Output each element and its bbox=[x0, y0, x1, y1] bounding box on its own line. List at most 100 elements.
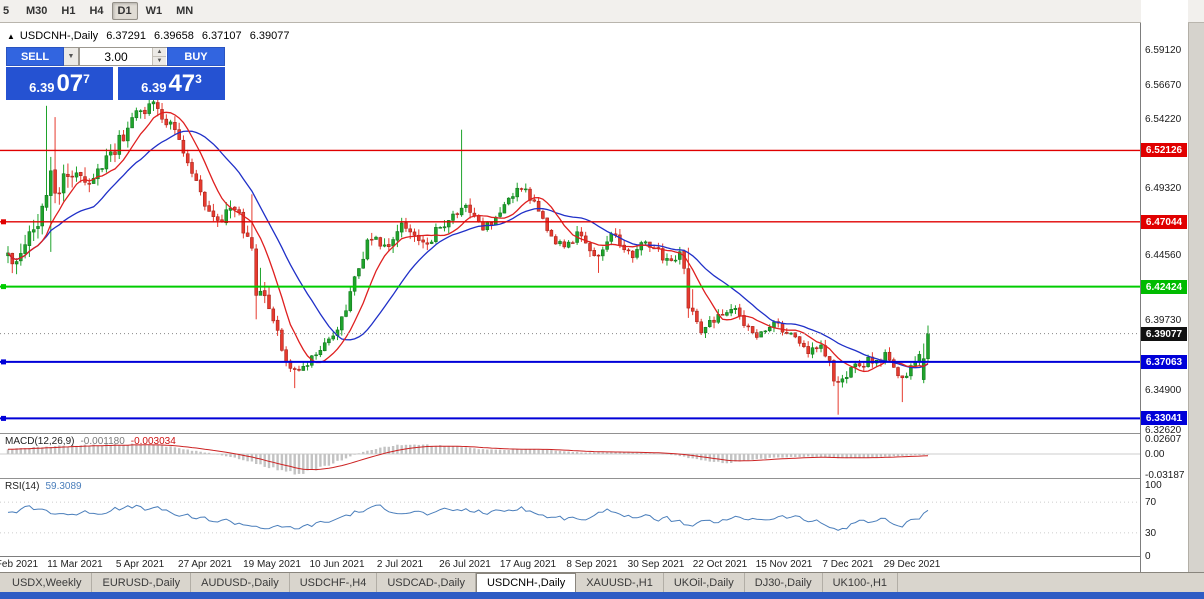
timeframe-toolbar: 5 M30 H1 H4 D1 W1 MN bbox=[0, 0, 1204, 23]
rsi-chart[interactable] bbox=[0, 479, 1140, 556]
chart-tab-usdx-weekly[interactable]: USDX,Weekly bbox=[2, 573, 93, 592]
chart-symbol-label: USDCNH-,Daily bbox=[19, 30, 99, 42]
date-label: 7 Dec 2021 bbox=[822, 559, 874, 570]
ohlc-high: 6.39658 bbox=[154, 30, 194, 42]
price-tick-label: 6.54220 bbox=[1145, 114, 1182, 125]
ohlc-open: 6.37291 bbox=[106, 30, 146, 42]
timeframe-button-w1[interactable]: W1 bbox=[145, 5, 163, 17]
timeframe-button-5[interactable]: 5 bbox=[2, 5, 10, 17]
volume-box: ▲ ▼ bbox=[79, 47, 167, 66]
axis-separator bbox=[1140, 23, 1141, 572]
macd-label: MACD(12,26,9) -0.001180 -0.003034 bbox=[5, 436, 182, 447]
chevron-down-icon: ▼ bbox=[67, 53, 75, 60]
one-click-trading-panel: SELL ▼ ▲ ▼ BUY 6.39 07 7 bbox=[6, 47, 225, 100]
volume-input[interactable] bbox=[80, 48, 152, 65]
trade-options-dropdown[interactable]: ▼ bbox=[64, 47, 79, 66]
rsi-tick-label: 30 bbox=[1145, 528, 1157, 539]
timeframe-button-h1[interactable]: H1 bbox=[61, 5, 76, 17]
chart-tab-usdcnh-daily[interactable]: USDCNH-,Daily bbox=[475, 573, 577, 592]
price-tick-label: 6.59120 bbox=[1145, 45, 1182, 56]
price-badge: 6.33041 bbox=[1141, 411, 1187, 425]
chart-tab-xauusd-h1[interactable]: XAUUSD-,H1 bbox=[576, 573, 664, 592]
timeframe-button-m30[interactable]: M30 bbox=[26, 5, 48, 17]
date-label: 19 May 2021 bbox=[243, 559, 301, 570]
time-axis: 17 Feb 2021 11 Mar 2021 5 Apr 2021 27 Apr 2… bbox=[0, 556, 1140, 572]
chart-tab-uk100-h1[interactable]: UK100-,H1 bbox=[823, 573, 899, 592]
date-label: 29 Dec 2021 bbox=[883, 559, 941, 570]
chart-tab-eurusd-daily[interactable]: EURUSD-,Daily bbox=[92, 573, 192, 592]
price-chart-panel[interactable]: ▲ USDCNH-,Daily 6.37291 6.39658 6.37107 6… bbox=[0, 23, 1140, 433]
date-label: 22 Oct 2021 bbox=[692, 559, 748, 570]
price-tick-label: 6.49320 bbox=[1145, 183, 1182, 194]
macd-tick-label: 0.00 bbox=[1145, 449, 1165, 460]
chart-marker-icon: ▲ bbox=[7, 32, 15, 41]
rsi-name: RSI(14) bbox=[5, 481, 40, 492]
price-tick-label: 6.34900 bbox=[1145, 385, 1182, 396]
volume-decrease-button[interactable]: ▼ bbox=[153, 57, 166, 65]
buy-price-display[interactable]: 6.39 47 3 bbox=[118, 67, 225, 100]
rsi-label: RSI(14) 59.3089 bbox=[5, 481, 88, 492]
price-badge: 6.39077 bbox=[1141, 327, 1187, 341]
price-tick-label: 6.32620 bbox=[1145, 425, 1182, 436]
price-tick-label: 6.56670 bbox=[1145, 80, 1182, 91]
date-label: 5 Apr 2021 bbox=[115, 559, 165, 570]
sell-price-display[interactable]: 6.39 07 7 bbox=[6, 67, 113, 100]
macd-name: MACD(12,26,9) bbox=[5, 436, 75, 447]
price-tick-label: 6.39730 bbox=[1145, 315, 1182, 326]
date-label: 17 Feb 2021 bbox=[0, 559, 39, 570]
price-tick-label: 6.44560 bbox=[1145, 250, 1182, 261]
sell-button[interactable]: SELL bbox=[6, 47, 64, 66]
macd-chart[interactable] bbox=[0, 434, 1140, 478]
date-label: 2 Jul 2021 bbox=[376, 559, 424, 570]
macd-indicator-panel[interactable]: MACD(12,26,9) -0.001180 -0.003034 bbox=[0, 433, 1140, 478]
ohlc-low: 6.37107 bbox=[201, 30, 242, 42]
rsi-indicator-panel[interactable]: RSI(14) 59.3089 bbox=[0, 478, 1140, 556]
date-label: 8 Sep 2021 bbox=[566, 559, 618, 570]
volume-increase-button[interactable]: ▲ bbox=[153, 48, 166, 57]
date-label: 15 Nov 2021 bbox=[755, 559, 813, 570]
candlestick-chart[interactable] bbox=[0, 23, 1140, 433]
chart-tab-audusd-daily[interactable]: AUDUSD-,Daily bbox=[191, 573, 290, 592]
chart-tab-ukoil-daily[interactable]: UKOil-,Daily bbox=[664, 573, 745, 592]
buy-price-point: 3 bbox=[195, 72, 202, 86]
vertical-scrollbar[interactable] bbox=[1188, 23, 1204, 572]
date-label: 10 Jun 2021 bbox=[309, 559, 365, 570]
date-label: 17 Aug 2021 bbox=[499, 559, 557, 570]
rsi-value: 59.3089 bbox=[45, 481, 82, 492]
rsi-tick-label: 0 bbox=[1145, 551, 1151, 562]
macd-value-signal: -0.003034 bbox=[130, 436, 176, 447]
rsi-tick-label: 70 bbox=[1145, 497, 1157, 508]
rsi-tick-label: 100 bbox=[1145, 480, 1162, 491]
buy-button[interactable]: BUY bbox=[167, 47, 225, 66]
macd-tick-label: 0.02607 bbox=[1145, 434, 1182, 445]
window-bottom-edge bbox=[0, 592, 1204, 599]
price-badge: 6.37063 bbox=[1141, 355, 1187, 369]
chart-tab-bar: USDX,Weekly EURUSD-,Daily AUDUSD-,Daily USD… bbox=[0, 572, 1204, 592]
sell-price-point: 7 bbox=[83, 72, 90, 86]
timeframe-button-h4[interactable]: H4 bbox=[89, 5, 104, 17]
chart-tab-usdcad-daily[interactable]: USDCAD-,Daily bbox=[377, 573, 476, 592]
buy-price-base: 6.39 bbox=[141, 79, 167, 95]
spinner-up-icon: ▲ bbox=[156, 49, 163, 55]
buy-price-pips: 47 bbox=[168, 69, 196, 97]
ohlc-close: 6.39077 bbox=[249, 30, 290, 42]
price-badge: 6.52126 bbox=[1141, 143, 1187, 157]
date-label: 27 Apr 2021 bbox=[178, 559, 232, 570]
sell-price-base: 6.39 bbox=[29, 79, 55, 95]
price-axis: 6.59120 6.56670 6.54220 6.49320 6.44560 6.397… bbox=[1141, 0, 1188, 572]
sell-price-pips: 07 bbox=[56, 69, 84, 97]
chart-tab-usdchf-h4[interactable]: USDCHF-,H4 bbox=[290, 573, 378, 592]
price-badge: 6.42424 bbox=[1141, 280, 1187, 294]
date-label: 30 Sep 2021 bbox=[627, 559, 685, 570]
price-badge: 6.47044 bbox=[1141, 215, 1187, 229]
chart-tab-dj30-daily[interactable]: DJ30-,Daily bbox=[745, 573, 823, 592]
chart-header: ▲ USDCNH-,Daily 6.37291 6.39658 6.37107 6… bbox=[7, 30, 294, 42]
timeframe-button-mn[interactable]: MN bbox=[176, 5, 194, 17]
spinner-down-icon: ▼ bbox=[156, 58, 163, 64]
date-label: 26 Jul 2021 bbox=[439, 559, 491, 570]
date-label: 11 Mar 2021 bbox=[47, 559, 103, 570]
timeframe-button-d1[interactable]: D1 bbox=[111, 2, 138, 20]
macd-value-main: -0.001180 bbox=[80, 436, 125, 447]
macd-tick-label: -0.03187 bbox=[1145, 470, 1185, 481]
